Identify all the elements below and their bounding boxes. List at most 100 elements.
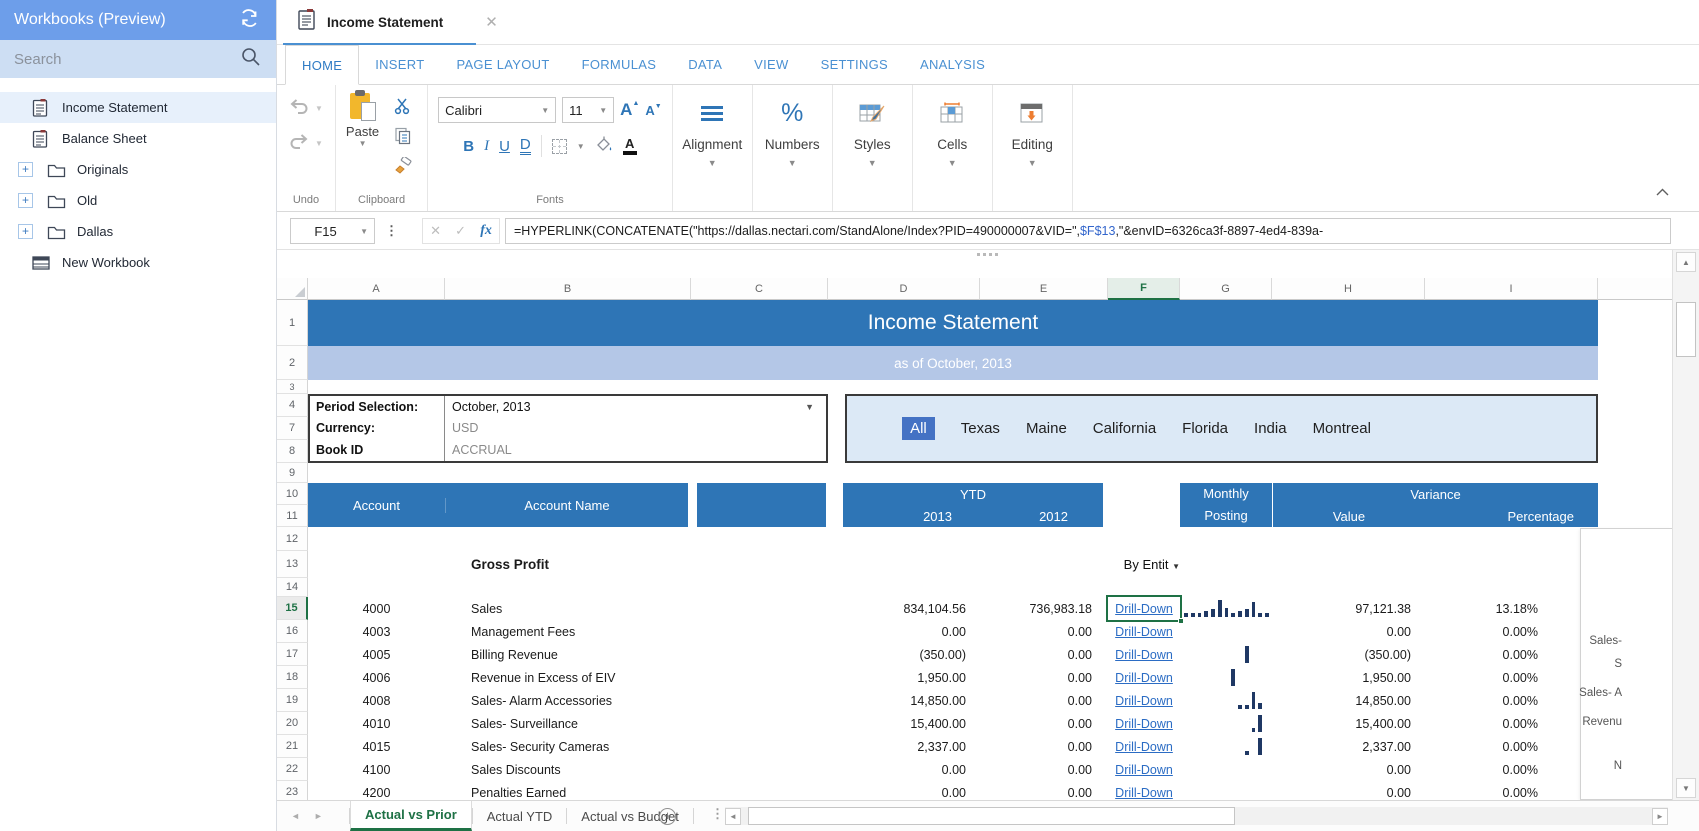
ytd-2013-cell[interactable]: 0.00 xyxy=(941,785,966,800)
entity-option-maine[interactable]: Maine xyxy=(1025,420,1067,437)
entity-option-florida[interactable]: Florida xyxy=(1182,420,1229,437)
formula-bar-resize-handle[interactable] xyxy=(977,253,999,256)
ribbon-tab-home[interactable]: HOME xyxy=(285,45,360,85)
cells-group[interactable]: Cells ▼ xyxy=(913,85,993,211)
variance-percentage-cell[interactable]: 0.00% xyxy=(1502,624,1538,639)
column-header-d[interactable]: D xyxy=(828,278,980,300)
borders-dropdown-icon[interactable]: ▼ xyxy=(576,141,585,151)
account-name-cell[interactable]: Sales xyxy=(471,601,503,616)
next-sheet-icon[interactable]: ► xyxy=(313,811,323,821)
variance-value-cell[interactable]: 97,121.38 xyxy=(1355,601,1411,616)
variance-value-cell[interactable]: 0.00 xyxy=(1386,762,1411,777)
variance-value-cell[interactable]: 14,850.00 xyxy=(1355,693,1411,708)
formula-input[interactable]: =HYPERLINK(CONCATENATE("https://dallas.n… xyxy=(505,218,1671,244)
account-cell[interactable]: 4200 xyxy=(362,785,391,800)
row-header-4[interactable]: 4 xyxy=(277,394,308,417)
sidebar-item-new-workbook[interactable]: New Workbook xyxy=(0,247,276,278)
undo-dropdown-icon[interactable]: ▼ xyxy=(315,104,323,113)
row-header-16[interactable]: 16 xyxy=(277,620,308,643)
ytd-2013-cell[interactable]: (350.00) xyxy=(919,647,966,662)
account-cell[interactable]: 4005 xyxy=(362,647,391,662)
collapse-ribbon-icon[interactable] xyxy=(1656,183,1669,201)
drill-down-link[interactable]: Drill-Down xyxy=(1115,785,1173,800)
variance-value-cell[interactable]: 0.00 xyxy=(1386,785,1411,800)
format-painter-button[interactable] xyxy=(389,155,417,177)
underline-button[interactable]: U xyxy=(499,137,510,155)
row-header-2[interactable]: 2 xyxy=(277,346,308,380)
entity-option-montreal[interactable]: Montreal xyxy=(1312,420,1371,437)
ytd-2012-cell[interactable]: 0.00 xyxy=(1067,693,1092,708)
expand-icon[interactable]: + xyxy=(18,224,33,239)
entity-option-india[interactable]: India xyxy=(1254,420,1287,437)
row-header-10[interactable]: 10 xyxy=(277,483,308,505)
ribbon-tab-analysis[interactable]: ANALYSIS xyxy=(920,57,986,72)
account-name-cell[interactable]: Sales Discounts xyxy=(471,762,561,777)
copy-button[interactable] xyxy=(389,125,417,147)
drill-down-link[interactable]: Drill-Down xyxy=(1115,716,1173,731)
ytd-2012-cell[interactable]: 0.00 xyxy=(1067,647,1092,662)
undo-icon[interactable] xyxy=(289,98,309,119)
account-name-cell[interactable]: Sales- Security Cameras xyxy=(471,739,610,754)
ribbon-tab-formulas[interactable]: FORMULAS xyxy=(581,57,657,72)
row-header-12[interactable]: 12 xyxy=(277,527,308,551)
scroll-down-icon[interactable]: ▼ xyxy=(1676,778,1696,798)
ytd-2012-cell[interactable]: 0.00 xyxy=(1067,670,1092,685)
row-header-20[interactable]: 20 xyxy=(277,712,308,735)
variance-percentage-cell[interactable]: 0.00% xyxy=(1502,716,1538,731)
font-name-select[interactable]: Calibri ▼ xyxy=(438,97,557,123)
column-header-a[interactable]: A xyxy=(308,278,445,300)
ytd-2013-cell[interactable]: 15,400.00 xyxy=(910,716,966,731)
row-header-1[interactable]: 1 xyxy=(277,300,308,346)
row-header-21[interactable]: 21 xyxy=(277,735,308,758)
scroll-left-icon[interactable]: ◄ xyxy=(725,808,741,825)
bold-button[interactable]: B xyxy=(463,137,475,155)
italic-button[interactable]: I xyxy=(484,137,490,154)
entity-option-california[interactable]: California xyxy=(1092,420,1157,437)
account-cell[interactable]: 4000 xyxy=(362,601,391,616)
account-cell[interactable]: 4006 xyxy=(362,670,391,685)
ribbon-tab-settings[interactable]: SETTINGS xyxy=(820,57,889,72)
drill-down-link[interactable]: Drill-Down xyxy=(1115,601,1173,616)
drill-down-link[interactable]: Drill-Down xyxy=(1115,739,1173,754)
ytd-2013-cell[interactable]: 0.00 xyxy=(941,624,966,639)
column-header-b[interactable]: B xyxy=(445,278,691,300)
column-header-c[interactable]: C xyxy=(691,278,828,300)
horizontal-scrollbar-thumb[interactable] xyxy=(748,807,1235,825)
ytd-2012-cell[interactable]: 0.00 xyxy=(1067,739,1092,754)
ytd-2012-cell[interactable]: 0.00 xyxy=(1067,762,1092,777)
sidebar-item-dallas[interactable]: + Dallas xyxy=(0,216,276,247)
decrease-font-button[interactable]: A ▼ xyxy=(645,102,662,118)
sheet-menu-icon[interactable]: ⋮ xyxy=(711,806,724,821)
period-dropdown-icon[interactable]: ▼ xyxy=(805,401,814,412)
double-underline-button[interactable]: D xyxy=(519,136,531,155)
row-header-15[interactable]: 15 xyxy=(277,597,308,620)
ytd-2012-cell[interactable]: 0.00 xyxy=(1067,624,1092,639)
variance-value-cell[interactable]: 1,950.00 xyxy=(1362,670,1411,685)
account-name-cell[interactable]: Billing Revenue xyxy=(471,647,558,662)
account-cell[interactable]: 4003 xyxy=(362,624,391,639)
account-name-cell[interactable]: Management Fees xyxy=(471,624,576,639)
column-header-g[interactable]: G xyxy=(1180,278,1272,300)
scroll-up-icon[interactable]: ▲ xyxy=(1676,252,1696,272)
sidebar-item-income-statement[interactable]: Income Statement xyxy=(0,92,276,123)
variance-value-cell[interactable]: (350.00) xyxy=(1364,647,1411,662)
numbers-group[interactable]: % Numbers ▼ xyxy=(753,85,833,211)
search-icon[interactable] xyxy=(240,46,262,73)
variance-value-cell[interactable]: 0.00 xyxy=(1386,624,1411,639)
sheet-tab-actual-ytd[interactable]: Actual YTD xyxy=(486,808,553,824)
ribbon-tab-page-layout[interactable]: PAGE LAYOUT xyxy=(456,57,550,72)
row-header-8[interactable]: 8 xyxy=(277,440,308,463)
borders-icon[interactable] xyxy=(551,138,567,154)
row-header-11[interactable]: 11 xyxy=(277,505,308,527)
expand-icon[interactable]: + xyxy=(18,193,33,208)
alignment-group[interactable]: Alignment ▼ xyxy=(673,85,753,211)
row-header-22[interactable]: 22 xyxy=(277,758,308,781)
entity-option-texas[interactable]: Texas xyxy=(960,420,1000,437)
row-header-17[interactable]: 17 xyxy=(277,643,308,666)
variance-percentage-cell[interactable]: 0.00% xyxy=(1502,647,1538,662)
column-header-e[interactable]: E xyxy=(980,278,1108,300)
drill-down-link[interactable]: Drill-Down xyxy=(1115,762,1173,777)
document-tab[interactable]: Income Statement ✕ xyxy=(283,0,512,46)
font-size-select[interactable]: 11 ▼ xyxy=(562,97,615,123)
ytd-2012-cell[interactable]: 736,983.18 xyxy=(1029,601,1092,616)
